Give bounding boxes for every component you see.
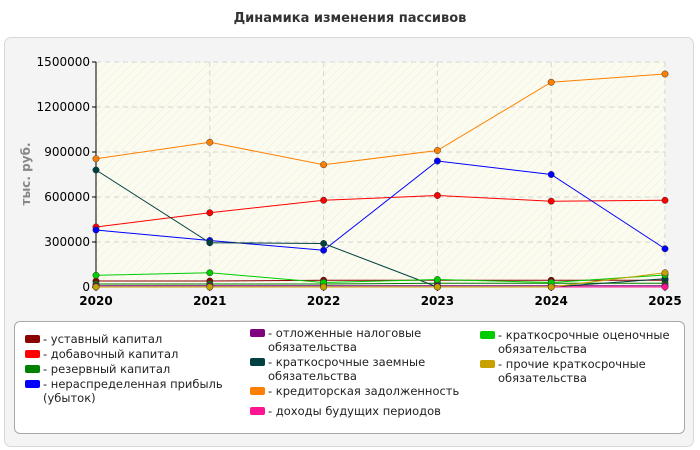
data-point <box>320 246 328 254</box>
legend-item: - краткосрочные заемные обязательства <box>250 355 475 383</box>
x-tick-label: 2023 <box>421 294 454 308</box>
legend-swatch <box>480 360 495 368</box>
legend-item: - краткосрочные оценочные обязательства <box>480 328 675 356</box>
legend-label: - нераспределенная прибыль (убыток) <box>43 377 223 405</box>
legend-swatch <box>25 350 40 358</box>
legend-item: - уставный капитал <box>25 332 245 346</box>
data-point <box>661 269 669 277</box>
legend-swatch <box>250 387 265 395</box>
series-line <box>95 169 666 288</box>
series-line <box>95 272 666 284</box>
data-point <box>320 240 328 247</box>
legend-item: - добавочный капитал <box>25 347 245 361</box>
data-point <box>206 269 214 277</box>
series-line <box>95 73 666 166</box>
y-tick-label: 300000 <box>44 235 90 249</box>
data-point <box>92 155 100 163</box>
data-point <box>547 197 555 205</box>
legend-swatch <box>480 331 495 339</box>
legend-swatch <box>25 380 40 388</box>
legend-item: - отложенные налоговые обязательства <box>250 326 475 354</box>
legend-label: - доходы будущих периодов <box>268 404 441 418</box>
data-point <box>92 226 100 234</box>
legend-label: - кредиторская задолженность <box>268 384 460 398</box>
legend-label: - резервный капитал <box>43 362 171 376</box>
legend-label: - краткосрочные заемные обязательства <box>268 355 426 383</box>
y-tick-label: 1200000 <box>37 100 90 114</box>
x-tick-label: 2022 <box>307 294 340 308</box>
data-point <box>433 147 441 154</box>
data-point <box>320 283 328 291</box>
legend-label: - отложенные налоговые обязательства <box>268 326 422 354</box>
legend-label: - добавочный капитал <box>43 347 179 361</box>
legend-item: - кредиторская задолженность <box>250 384 475 398</box>
y-tick-label: 0 <box>82 280 90 294</box>
legend-item: - нераспределенная прибыль (убыток) <box>25 377 245 405</box>
data-point <box>433 283 441 291</box>
x-tick-label: 2025 <box>648 294 681 308</box>
legend-item: - резервный капитал <box>25 362 245 376</box>
data-point <box>92 271 100 279</box>
series-9 <box>92 269 669 291</box>
data-point <box>547 171 555 178</box>
y-tick-label: 1500000 <box>37 55 90 69</box>
chart-title: Динамика изменения пассивов <box>233 11 467 26</box>
data-point <box>433 192 441 199</box>
data-point <box>547 283 555 291</box>
data-point <box>547 78 555 86</box>
data-point <box>433 157 441 165</box>
legend-item: - доходы будущих периодов <box>250 404 475 418</box>
legend-label: - прочие краткосрочные обязательства <box>498 357 646 385</box>
y-axis-label: тыс. руб. <box>19 142 33 205</box>
x-tick-label: 2024 <box>534 294 567 308</box>
y-tick-label: 900000 <box>44 145 90 159</box>
data-point <box>433 276 441 283</box>
series-layer <box>92 70 669 291</box>
legend-swatch <box>25 365 40 373</box>
data-point <box>661 70 669 78</box>
data-point <box>661 245 669 253</box>
series-8 <box>92 269 669 286</box>
legend-swatch <box>250 329 265 337</box>
data-point <box>320 196 328 204</box>
chart-legend: - уставный капитал - добавочный капитал - … <box>14 321 685 434</box>
x-tick-label: 2020 <box>79 294 112 308</box>
data-point <box>92 283 100 291</box>
series-line <box>96 282 665 285</box>
legend-swatch <box>250 407 265 415</box>
axes: 0 300000 600000 900000 1200000 1500000 2020 202… <box>37 55 682 308</box>
series-3 <box>92 157 669 254</box>
x-tick-label: 2021 <box>193 294 226 308</box>
series-6 <box>92 70 669 169</box>
legend-swatch <box>25 335 40 343</box>
plot-area <box>96 62 665 287</box>
series-line <box>96 272 666 288</box>
legend-label: - уставный капитал <box>43 332 163 346</box>
data-point <box>206 138 214 146</box>
data-point <box>206 209 214 217</box>
series-line <box>95 160 666 251</box>
data-point <box>320 161 328 169</box>
legend-item: - прочие краткосрочные обязательства <box>480 357 675 385</box>
data-point <box>206 283 214 291</box>
data-point <box>92 166 100 174</box>
data-point <box>206 239 214 247</box>
data-point <box>661 196 669 204</box>
data-point <box>661 283 669 291</box>
series-line <box>95 194 666 228</box>
legend-swatch <box>250 358 265 366</box>
legend-label: - краткосрочные оценочные обязательства <box>498 328 670 356</box>
series-line <box>96 279 665 282</box>
chart-plot: 0 300000 600000 900000 1200000 1500000 2020 202… <box>19 55 682 308</box>
y-tick-label: 600000 <box>44 190 90 204</box>
